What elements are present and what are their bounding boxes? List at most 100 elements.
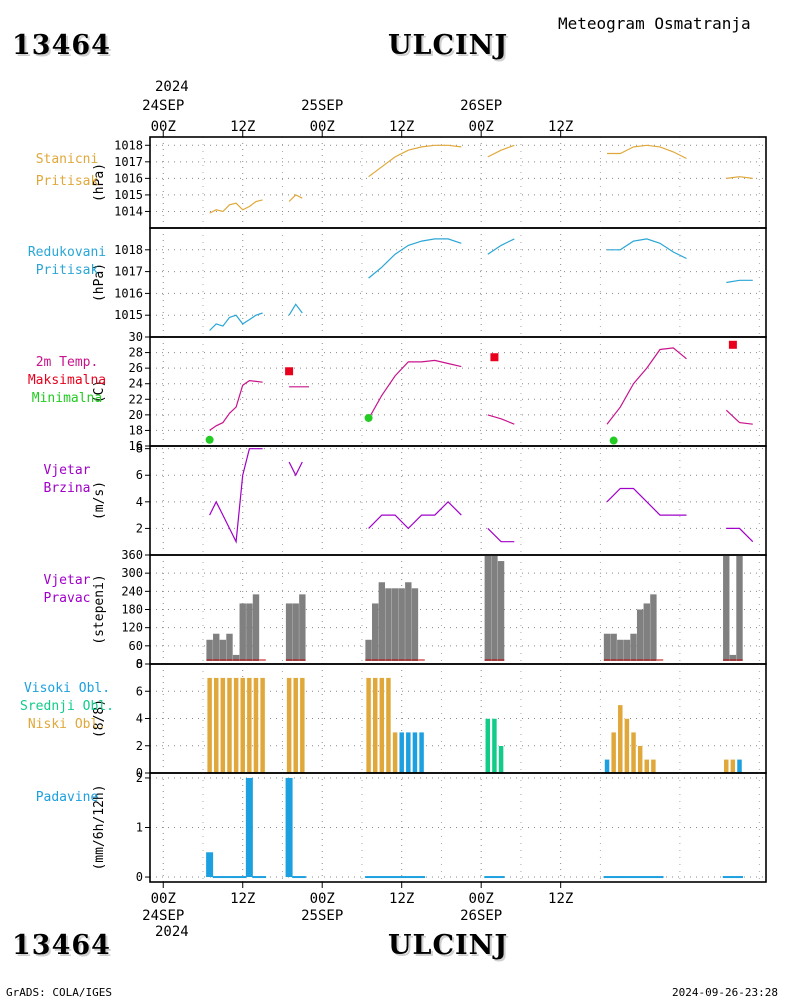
cloud-bar: [226, 677, 233, 774]
y-axis-label: (8/8): [92, 699, 107, 738]
direction-bar: [603, 633, 611, 661]
precip-bar: [245, 777, 253, 878]
series-line: [368, 359, 462, 420]
direction-bar: [623, 639, 631, 661]
direction-bar: [491, 555, 498, 661]
series-line: [209, 199, 263, 214]
station-name-bottom: ULCINJ: [388, 930, 509, 961]
cloud-bar: [498, 745, 504, 774]
panel-label: Pritisak: [36, 174, 99, 189]
maximum-marker: [728, 340, 737, 349]
y-tick-label: 1015: [114, 308, 143, 322]
direction-bar: [398, 588, 405, 661]
cloud-bar: [246, 677, 253, 774]
series-line: [288, 461, 303, 477]
cloud-bar: [624, 718, 630, 774]
series-line: [368, 500, 462, 530]
direction-bar: [252, 594, 260, 661]
series-line: [209, 448, 263, 544]
credit-label: GrADS: COLA/IGES: [6, 986, 112, 999]
cloud-bar: [617, 704, 624, 774]
cloud-bar: [644, 759, 650, 774]
direction-bar: [391, 588, 399, 661]
y-tick-label: 2: [136, 771, 143, 785]
direction-bar: [617, 639, 624, 661]
maximum-marker: [490, 353, 499, 362]
y-tick-label: 26: [129, 361, 143, 375]
y-tick-label: 30: [129, 330, 143, 344]
series-line: [288, 303, 303, 316]
precip-bar: [206, 852, 214, 878]
cloud-bar: [220, 677, 226, 774]
direction-bar: [610, 633, 617, 661]
y-tick-label: 1018: [114, 243, 143, 257]
hour-label-top: 00Z: [310, 119, 335, 135]
hour-label-bottom: 00Z: [151, 891, 176, 907]
hour-label-top: 00Z: [469, 119, 494, 135]
panel-label: Visoki Obl.: [24, 681, 110, 696]
y-tick-label: 22: [129, 392, 143, 406]
panel-label: Brzina: [44, 481, 91, 496]
panel-label: Padavine: [36, 790, 99, 805]
precip-bar: [285, 777, 293, 878]
hour-label-top: 12Z: [389, 119, 414, 135]
hour-label-bottom: 12Z: [230, 891, 255, 907]
cloud-bar: [286, 677, 292, 774]
direction-bar: [206, 639, 213, 661]
series-line: [209, 379, 263, 431]
y-tick-label: 16: [129, 439, 143, 453]
day-label-bottom: 26SEP: [460, 908, 502, 924]
cloud-bar: [418, 731, 425, 774]
direction-bar: [299, 594, 306, 661]
y-tick-label: 8: [136, 657, 143, 671]
cloud-bar: [736, 759, 743, 774]
hour-label-top: 12Z: [548, 119, 573, 135]
y-tick-label: 1014: [114, 204, 143, 218]
direction-bar: [736, 555, 743, 661]
series-line: [487, 414, 515, 425]
y-tick-label: 4: [136, 495, 143, 509]
direction-bar: [636, 609, 644, 661]
hour-label-top: 00Z: [151, 119, 176, 135]
cloud-bar: [299, 677, 306, 774]
day-label-bottom: 25SEP: [301, 908, 343, 924]
series-line: [726, 279, 753, 284]
panel-label: Minimalna: [32, 391, 102, 406]
station-name-top: ULCINJ: [388, 30, 509, 61]
y-tick-label: 24: [129, 377, 143, 391]
product-title: Meteogram Osmatranja: [558, 14, 751, 33]
hour-label-top: 12Z: [230, 119, 255, 135]
y-axis-label: (hPa): [92, 263, 107, 302]
maximum-marker: [285, 367, 294, 376]
timestamp-label: 2024-09-26-23:28: [672, 986, 778, 999]
panel-label: Stanicni: [36, 152, 99, 167]
cloud-bar: [372, 677, 378, 774]
direction-bar: [246, 603, 253, 661]
cloud-bar: [610, 731, 617, 774]
direction-bar: [378, 582, 386, 661]
direction-bar: [232, 654, 240, 661]
series-line: [607, 144, 687, 160]
y-axis-label: (stepeni): [92, 574, 107, 644]
y-tick-label: 1017: [114, 155, 143, 169]
direction-bar: [411, 588, 419, 661]
series-line: [726, 527, 754, 543]
y-tick-label: 1018: [114, 138, 143, 152]
hour-label-bottom: 00Z: [469, 891, 494, 907]
cloud-bar: [398, 731, 405, 774]
panel-label: Pravac: [44, 591, 91, 606]
minimum-marker: [609, 436, 618, 445]
cloud-bar: [730, 759, 736, 774]
panel-label: Redukovani: [28, 245, 106, 260]
y-tick-label: 8: [136, 442, 143, 456]
y-tick-label: 0: [136, 657, 143, 671]
direction-bar: [372, 603, 379, 661]
panel-label: Vjetar: [44, 573, 91, 588]
cloud-bar: [650, 759, 657, 774]
series-line: [725, 409, 753, 425]
cloud-bar: [485, 718, 491, 774]
cloud-bar: [213, 677, 219, 774]
cloud-bar: [379, 677, 385, 774]
y-tick-label: 1015: [114, 188, 143, 202]
